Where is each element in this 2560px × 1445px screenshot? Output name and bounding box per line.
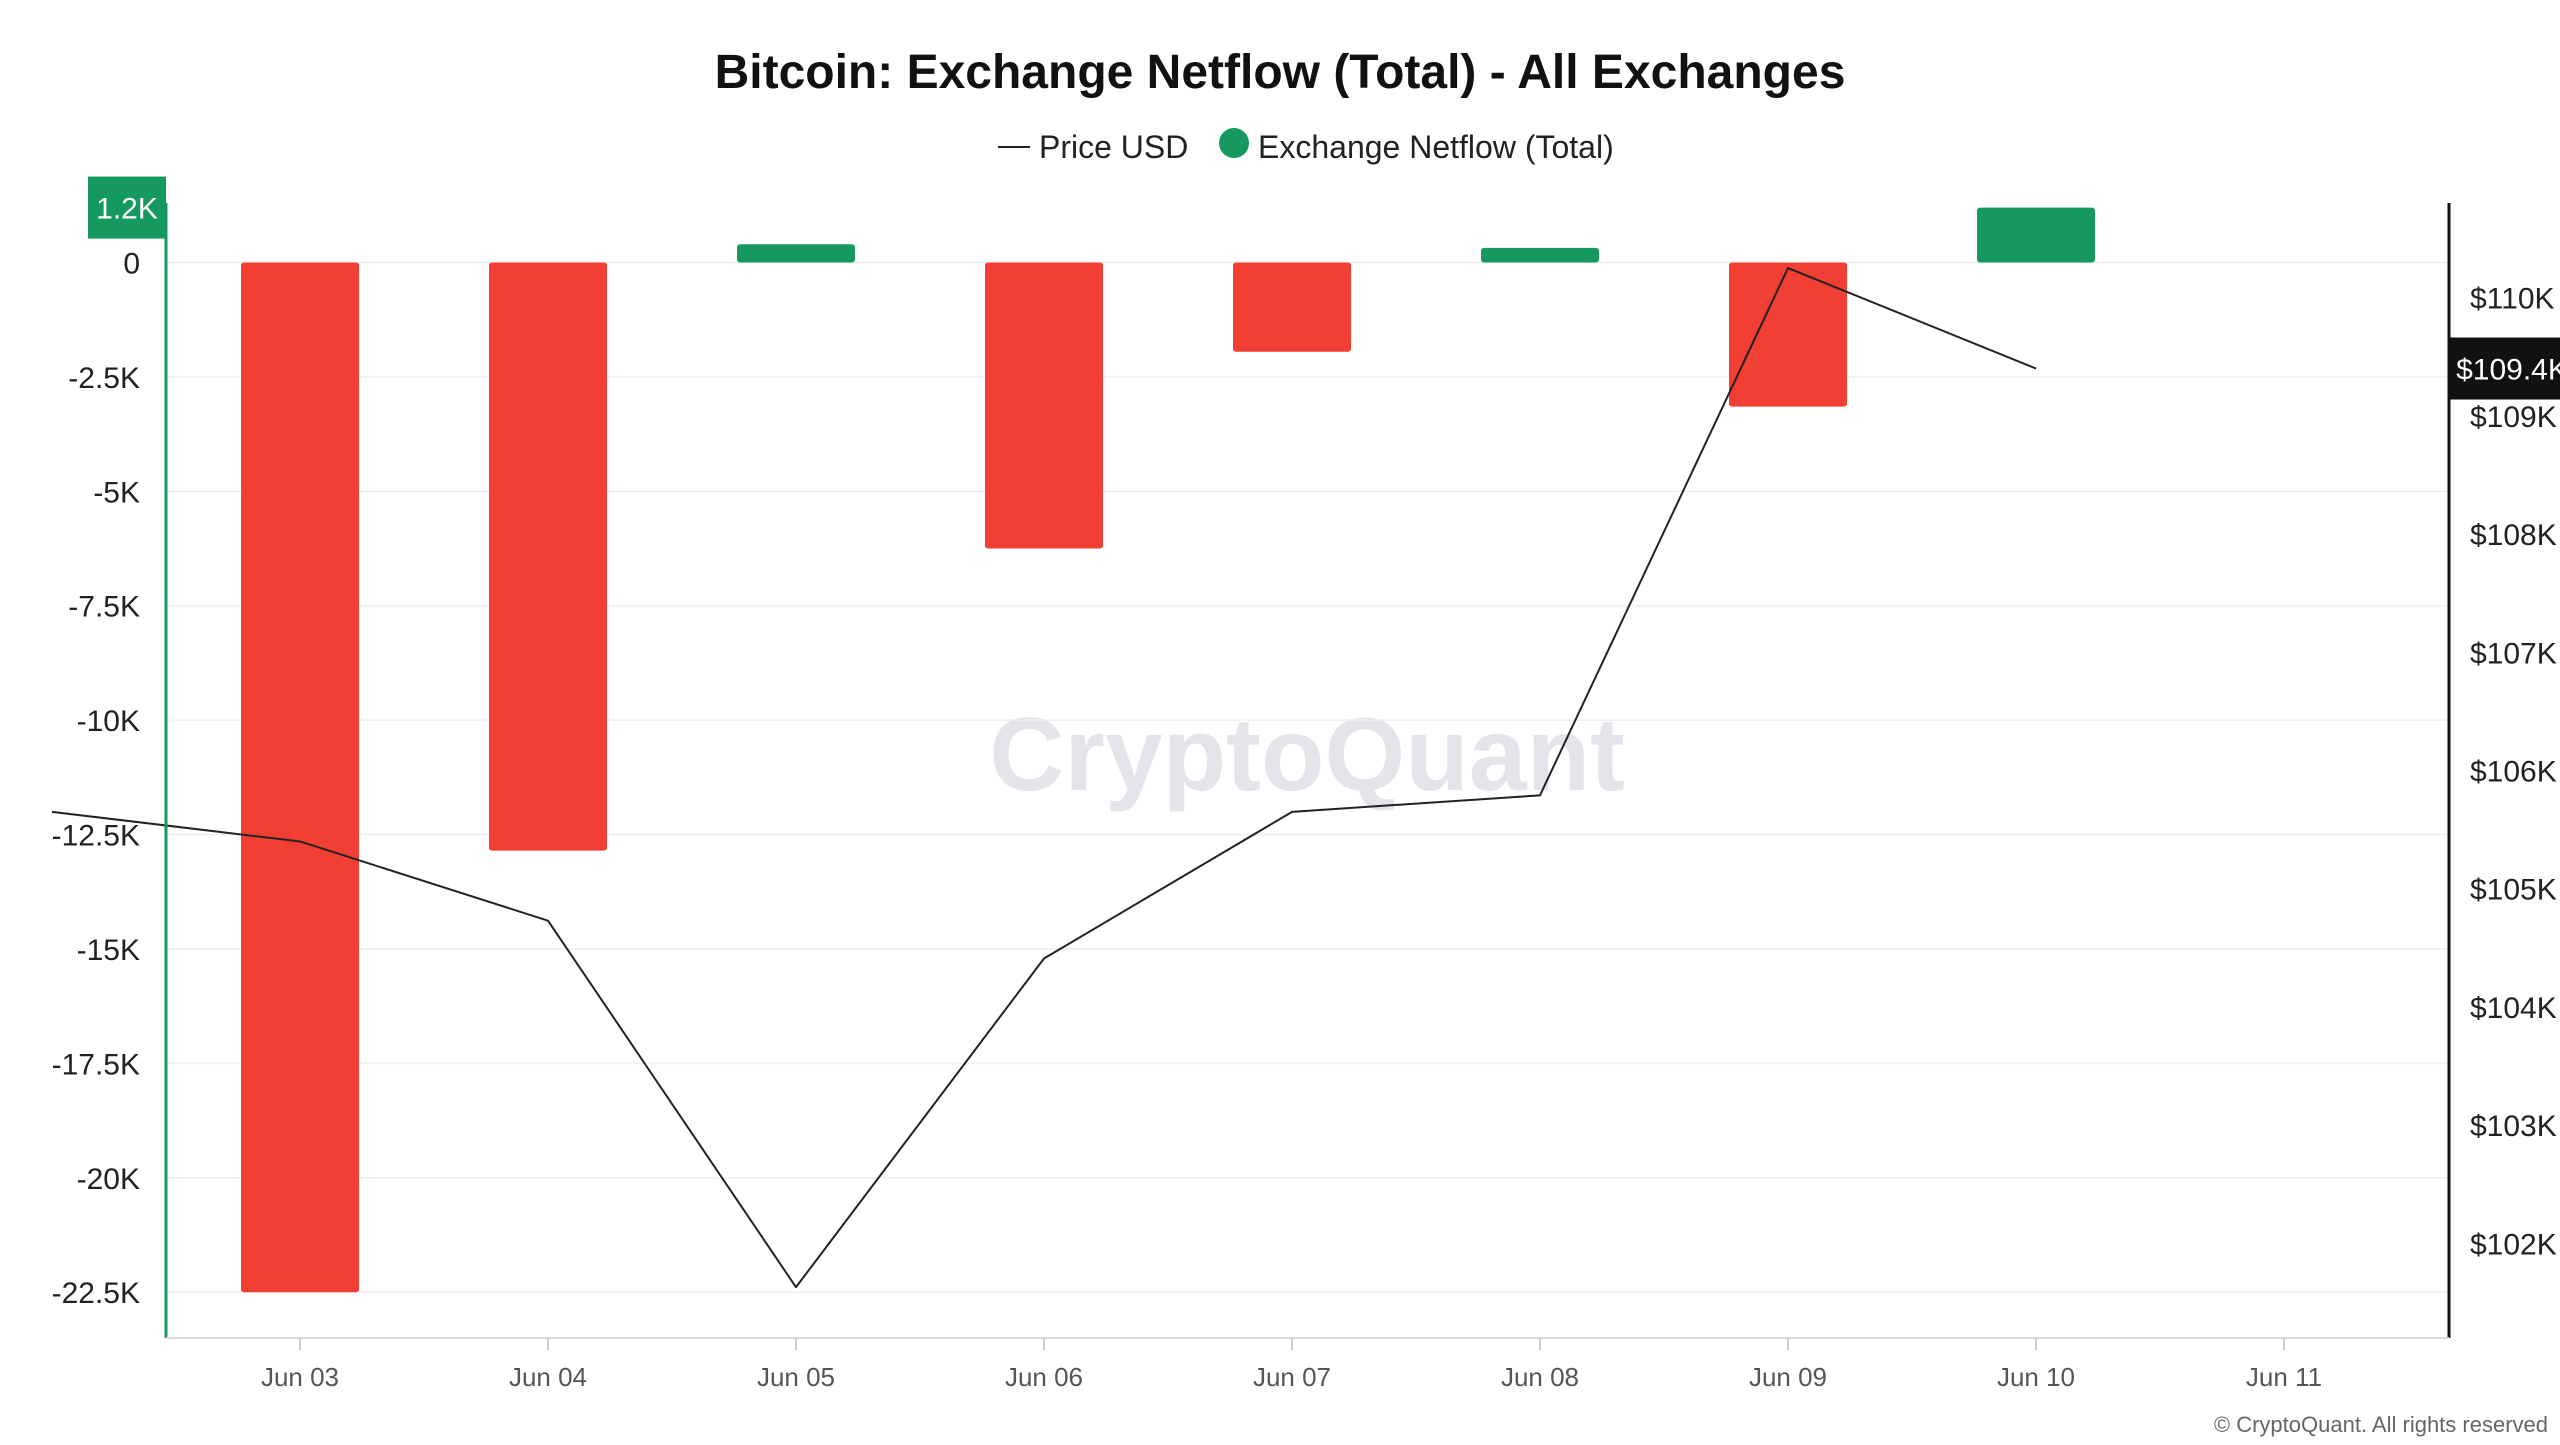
legend-item-price[interactable]: Price USD <box>998 129 1188 165</box>
price-line <box>51 267 2037 1289</box>
right-tick-label: $107K <box>2470 637 2557 670</box>
right-tick-label: $106K <box>2470 756 2557 789</box>
right-tick-label: $110K <box>2470 283 2555 316</box>
x-tick-label: Jun 07 <box>1253 1362 1331 1392</box>
x-tick-label: Jun 11 <box>2246 1362 2322 1392</box>
right-tick-label: $109K <box>2470 401 2557 434</box>
left-tick-label: -12.5K <box>52 820 140 853</box>
netflow-bar-negative <box>1233 262 1351 352</box>
x-tick-label: Jun 04 <box>509 1362 587 1392</box>
netflow-bar-negative <box>1729 262 1847 407</box>
netflow-bar-negative <box>985 262 1103 549</box>
left-badge-label: 1.2K <box>96 193 158 226</box>
x-axis-ticks: Jun 03 Jun 04 Jun 05 Jun 06 Jun 07 Jun 08 Jun … <box>261 1338 2322 1392</box>
netflow-bars <box>241 207 2095 1293</box>
x-tick-label: Jun 05 <box>757 1362 835 1392</box>
left-tick-label: -20K <box>77 1163 140 1196</box>
legend-label-price: Price USD <box>1039 129 1188 165</box>
right-tick-label: $102K <box>2470 1228 2557 1261</box>
legend-label-netflow: Exchange Netflow (Total) <box>1258 129 1614 165</box>
left-axis-value-badge: 1.2K <box>88 176 166 239</box>
x-tick-label: Jun 08 <box>1501 1362 1579 1392</box>
watermark: CryptoQuant <box>989 697 1625 813</box>
copyright-footer: © CryptoQuant. All rights reserved <box>2214 1412 2548 1437</box>
x-tick-label: Jun 03 <box>261 1362 339 1392</box>
left-tick-label: -10K <box>77 705 140 738</box>
left-tick-label: -15K <box>77 934 140 967</box>
right-badge-background <box>2449 337 2560 400</box>
right-tick-label: $105K <box>2470 874 2557 907</box>
left-tick-label: 0 <box>123 247 140 280</box>
netflow-bar-positive <box>1977 207 2095 263</box>
left-badge-background <box>88 176 166 239</box>
left-tick-label: -17.5K <box>52 1048 140 1081</box>
right-tick-label: $108K <box>2470 519 2557 552</box>
x-tick-label: Jun 10 <box>1997 1362 2075 1392</box>
left-tick-label: -2.5K <box>68 362 140 395</box>
netflow-bar-negative <box>241 262 359 1293</box>
left-tick-label: -22.5K <box>52 1277 140 1310</box>
legend-item-netflow[interactable]: Exchange Netflow (Total) <box>1219 128 1614 165</box>
right-badge-label: $109.4K <box>2456 354 2560 387</box>
netflow-bar-positive <box>737 244 855 263</box>
x-tick-label: Jun 06 <box>1005 1362 1083 1392</box>
netflow-bar-negative <box>489 262 607 851</box>
left-tick-label: -5K <box>93 476 140 509</box>
price-line-layer <box>51 267 2037 1289</box>
legend: Price USD Exchange Netflow (Total) <box>998 128 1614 165</box>
left-tick-label: -7.5K <box>68 591 140 624</box>
x-tick-label: Jun 09 <box>1749 1362 1827 1392</box>
right-axis-value-badge: $109.4K <box>2449 337 2560 400</box>
right-tick-label: $103K <box>2470 1110 2557 1143</box>
chart-title: Bitcoin: Exchange Netflow (Total) - All … <box>715 46 1846 99</box>
legend-dot-marker <box>1219 128 1249 158</box>
right-axis-ticks: $102K $103K $104K $105K $106K $107K $108K $109K… <box>2470 283 2557 1262</box>
netflow-bar-positive <box>1481 247 1599 263</box>
left-axis-ticks: 0 -2.5K -5K -7.5K -10K -12.5K -15K -17.5K -20K -2… <box>52 247 140 1310</box>
right-tick-label: $104K <box>2470 992 2557 1025</box>
